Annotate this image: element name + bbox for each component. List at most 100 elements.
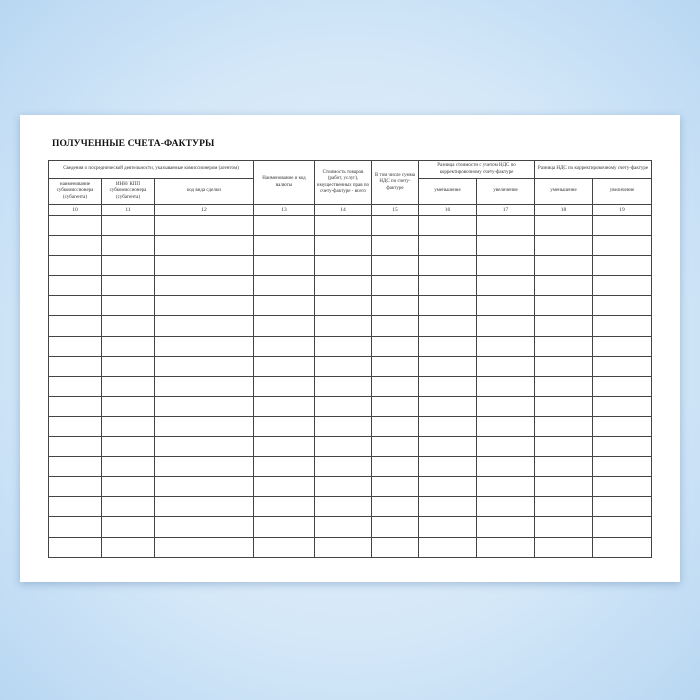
table-cell[interactable] <box>48 375 102 397</box>
table-cell[interactable] <box>476 536 535 558</box>
table-cell[interactable] <box>534 436 593 458</box>
table-cell[interactable] <box>314 456 372 478</box>
table-cell[interactable] <box>534 375 593 397</box>
table-cell[interactable] <box>101 456 155 478</box>
table-cell[interactable] <box>418 315 477 337</box>
table-cell[interactable] <box>48 395 102 417</box>
table-cell[interactable] <box>314 415 372 438</box>
table-cell[interactable] <box>418 415 477 438</box>
table-cell[interactable] <box>592 476 652 498</box>
table-cell[interactable] <box>314 235 372 257</box>
table-cell[interactable] <box>48 235 102 257</box>
table-cell[interactable] <box>592 415 652 438</box>
table-cell[interactable] <box>534 496 593 518</box>
table-cell[interactable] <box>314 476 372 498</box>
table-cell[interactable] <box>154 375 254 397</box>
table-cell[interactable] <box>48 315 102 337</box>
table-cell[interactable] <box>314 214 372 237</box>
table-cell[interactable] <box>253 536 315 558</box>
table-cell[interactable] <box>371 496 419 518</box>
table-cell[interactable] <box>371 375 419 397</box>
table-cell[interactable] <box>101 375 155 397</box>
table-cell[interactable] <box>154 255 254 277</box>
table-cell[interactable] <box>476 415 535 438</box>
table-cell[interactable] <box>476 456 535 478</box>
table-cell[interactable] <box>534 395 593 417</box>
table-cell[interactable] <box>476 496 535 518</box>
table-cell[interactable] <box>534 516 593 538</box>
table-cell[interactable] <box>154 275 254 297</box>
table-cell[interactable] <box>476 255 535 277</box>
table-cell[interactable] <box>48 516 102 538</box>
table-cell[interactable] <box>592 355 652 377</box>
table-cell[interactable] <box>101 255 155 277</box>
table-cell[interactable] <box>534 315 593 337</box>
table-cell[interactable] <box>476 516 535 538</box>
table-cell[interactable] <box>253 235 315 257</box>
table-cell[interactable] <box>253 456 315 478</box>
table-cell[interactable] <box>101 335 155 357</box>
table-cell[interactable] <box>371 456 419 478</box>
table-cell[interactable] <box>154 214 254 237</box>
table-cell[interactable] <box>314 335 372 357</box>
table-cell[interactable] <box>534 275 593 297</box>
table-cell[interactable] <box>101 476 155 498</box>
table-cell[interactable] <box>371 395 419 417</box>
table-cell[interactable] <box>476 315 535 337</box>
table-cell[interactable] <box>101 415 155 438</box>
table-cell[interactable] <box>418 476 477 498</box>
table-cell[interactable] <box>48 275 102 297</box>
table-cell[interactable] <box>314 355 372 377</box>
table-cell[interactable] <box>48 536 102 558</box>
table-cell[interactable] <box>418 355 477 377</box>
table-cell[interactable] <box>418 375 477 397</box>
table-cell[interactable] <box>592 516 652 538</box>
table-cell[interactable] <box>534 335 593 357</box>
table-cell[interactable] <box>371 275 419 297</box>
table-cell[interactable] <box>48 355 102 377</box>
table-cell[interactable] <box>314 315 372 337</box>
table-cell[interactable] <box>48 295 102 317</box>
table-cell[interactable] <box>418 295 477 317</box>
table-cell[interactable] <box>476 214 535 237</box>
table-cell[interactable] <box>534 235 593 257</box>
table-cell[interactable] <box>592 536 652 558</box>
table-cell[interactable] <box>314 496 372 518</box>
table-cell[interactable] <box>476 395 535 417</box>
table-cell[interactable] <box>48 476 102 498</box>
table-cell[interactable] <box>101 355 155 377</box>
table-cell[interactable] <box>418 516 477 538</box>
table-cell[interactable] <box>476 275 535 297</box>
table-cell[interactable] <box>253 375 315 397</box>
table-cell[interactable] <box>476 355 535 377</box>
table-cell[interactable] <box>418 214 477 237</box>
table-cell[interactable] <box>371 295 419 317</box>
table-cell[interactable] <box>371 415 419 438</box>
table-cell[interactable] <box>48 496 102 518</box>
table-cell[interactable] <box>418 456 477 478</box>
table-cell[interactable] <box>253 295 315 317</box>
table-cell[interactable] <box>154 476 254 498</box>
table-cell[interactable] <box>371 476 419 498</box>
table-cell[interactable] <box>101 536 155 558</box>
table-cell[interactable] <box>371 355 419 377</box>
table-cell[interactable] <box>314 375 372 397</box>
table-cell[interactable] <box>48 214 102 237</box>
table-cell[interactable] <box>154 335 254 357</box>
table-cell[interactable] <box>101 235 155 257</box>
table-cell[interactable] <box>154 235 254 257</box>
table-cell[interactable] <box>154 355 254 377</box>
table-cell[interactable] <box>101 295 155 317</box>
table-cell[interactable] <box>253 214 315 237</box>
table-cell[interactable] <box>101 496 155 518</box>
table-cell[interactable] <box>101 275 155 297</box>
table-cell[interactable] <box>534 456 593 478</box>
table-cell[interactable] <box>314 275 372 297</box>
table-cell[interactable] <box>371 536 419 558</box>
table-cell[interactable] <box>371 255 419 277</box>
table-cell[interactable] <box>534 355 593 377</box>
table-cell[interactable] <box>154 415 254 438</box>
table-cell[interactable] <box>253 436 315 458</box>
table-cell[interactable] <box>253 335 315 357</box>
table-cell[interactable] <box>253 516 315 538</box>
